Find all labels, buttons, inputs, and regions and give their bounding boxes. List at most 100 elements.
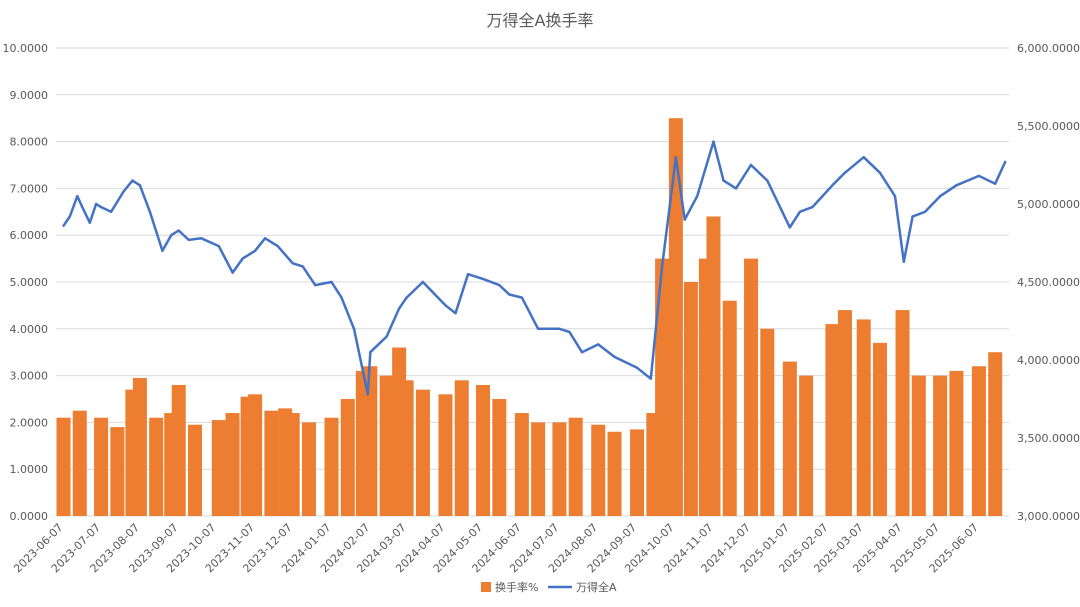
index-point [695,195,699,198]
turnover-bar [248,394,263,516]
index-point [911,215,914,218]
index-point [1004,160,1007,164]
index-point [138,184,142,187]
index-point [330,280,333,284]
turnover-bar [415,389,430,516]
index-point [397,307,401,310]
turnover-bar [72,410,87,516]
turnover-bar [438,394,453,516]
turnover-bar [668,118,683,516]
turnover-bar [971,366,986,516]
index-point [291,262,294,265]
index-point [520,296,524,299]
index-point [366,393,370,396]
index-point [580,351,584,354]
left-tick-label: 6.0000 [10,229,49,242]
index-point [660,265,664,268]
index-point [635,366,639,369]
index-point [314,283,317,287]
index-line-path [62,140,1007,396]
turnover-bar [340,399,355,516]
chart-title: 万得全A换手率 [487,11,594,30]
index-point [938,195,942,198]
index-point [722,179,725,182]
index-point [902,260,906,263]
turnover-bar [988,352,1003,516]
index-point [62,224,65,228]
index-point [862,156,865,159]
turnover-bar [722,300,737,516]
index-point [712,140,715,143]
turnover-bar [363,366,378,516]
index-point [923,210,927,213]
turnover-bar [225,413,240,516]
index-point [749,163,753,167]
right-tick-label: 4,000.0000 [1017,354,1080,367]
left-tick-label: 8.0000 [10,136,49,149]
index-point [798,210,802,213]
left-tick-label: 5.0000 [10,276,49,289]
turnover-bar [149,417,164,516]
index-point [788,226,792,229]
index-point [170,234,173,237]
right-tick-label: 6,000.0000 [1017,42,1080,55]
index-point [568,330,571,334]
index-point [444,304,447,307]
index-point [558,327,561,330]
turnover-bar [379,375,394,516]
right-tick-label: 5,500.0000 [1017,120,1080,133]
turnover-bar [683,282,698,516]
index-point [674,156,678,159]
turnover-bar [211,420,226,516]
turnover-bar [856,319,871,516]
index-point [843,171,847,174]
left-tick-label: 10.0000 [3,42,49,55]
index-point [466,273,470,276]
index-point [498,283,501,287]
legend-index-label: 万得全A [576,580,617,594]
index-line [62,140,1007,396]
turnover-bar [744,258,759,516]
index-point [76,195,79,198]
turnover-bar [630,429,645,516]
index-point [597,343,600,346]
index-point [340,296,343,299]
turnover-bar [454,380,469,516]
index-point [122,190,125,193]
turnover-bar [188,424,203,516]
index-point [177,229,180,232]
index-point [683,218,686,221]
turnover-bar [655,258,670,516]
index-point [878,171,882,174]
turnover-bar [895,310,910,516]
right-tick-label: 3,000.0000 [1017,510,1080,523]
turnover-bar [911,375,926,516]
index-point [94,202,98,206]
turnover-bar [264,410,279,516]
turnover-bar [301,422,316,516]
index-point [977,174,981,178]
turnover-bar [799,375,814,516]
index-point [109,210,113,213]
legend: 换手率% 万得全A [481,580,617,594]
turnover-bar [568,417,583,516]
index-point [536,327,540,330]
turnover-bar [949,370,964,516]
index-point [893,195,897,198]
index-point [217,244,220,248]
left-tick-label: 9.0000 [10,89,49,102]
index-point [200,237,203,240]
index-point [385,335,388,338]
index-point [436,296,440,299]
index-point [649,377,653,380]
index-point [131,179,134,182]
index-point [148,210,152,213]
turnover-bar [476,384,491,516]
left-axis: 0.0000 1.0000 2.0000 3.0000 4.0000 5.0000 6.00… [3,42,49,523]
index-point [241,257,244,260]
index-point [369,351,372,354]
index-point [253,249,257,252]
index-point [161,249,164,252]
turnover-bars [56,118,1003,517]
